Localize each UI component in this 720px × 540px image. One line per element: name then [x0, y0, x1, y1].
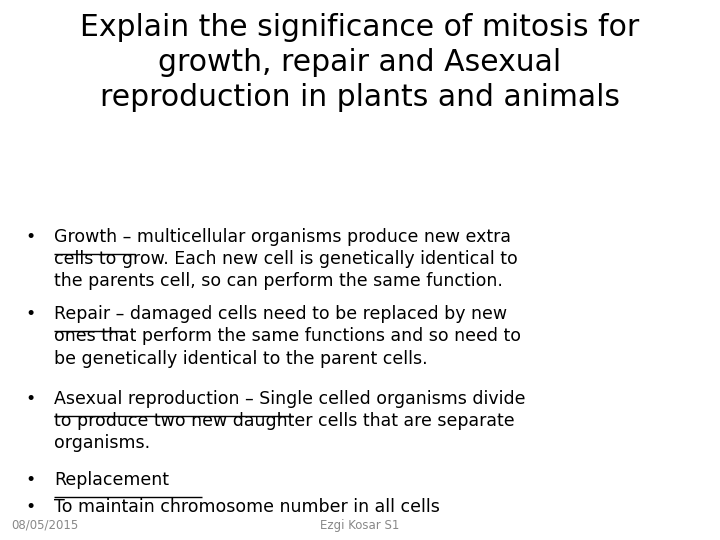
- Text: Asexual reproduction – Single celled organisms divide
to produce two new daughte: Asexual reproduction – Single celled org…: [54, 390, 526, 453]
- Text: •: •: [25, 498, 35, 516]
- Text: •: •: [25, 390, 35, 408]
- Text: •: •: [25, 471, 35, 489]
- Text: Repair – damaged cells need to be replaced by new
ones that perform the same fun: Repair – damaged cells need to be replac…: [54, 305, 521, 368]
- Text: 08/05/2015: 08/05/2015: [11, 519, 78, 532]
- Text: Ezgi Kosar S1: Ezgi Kosar S1: [320, 519, 400, 532]
- Text: To maintain chromosome number in all cells: To maintain chromosome number in all cel…: [54, 498, 440, 516]
- Text: Growth – multicellular organisms produce new extra
cells to grow. Each new cell : Growth – multicellular organisms produce…: [54, 228, 518, 291]
- Text: Explain the significance of mitosis for
growth, repair and Asexual
reproduction : Explain the significance of mitosis for …: [81, 14, 639, 112]
- Text: •: •: [25, 228, 35, 246]
- Text: Replacement: Replacement: [54, 471, 169, 489]
- Text: •: •: [25, 305, 35, 323]
